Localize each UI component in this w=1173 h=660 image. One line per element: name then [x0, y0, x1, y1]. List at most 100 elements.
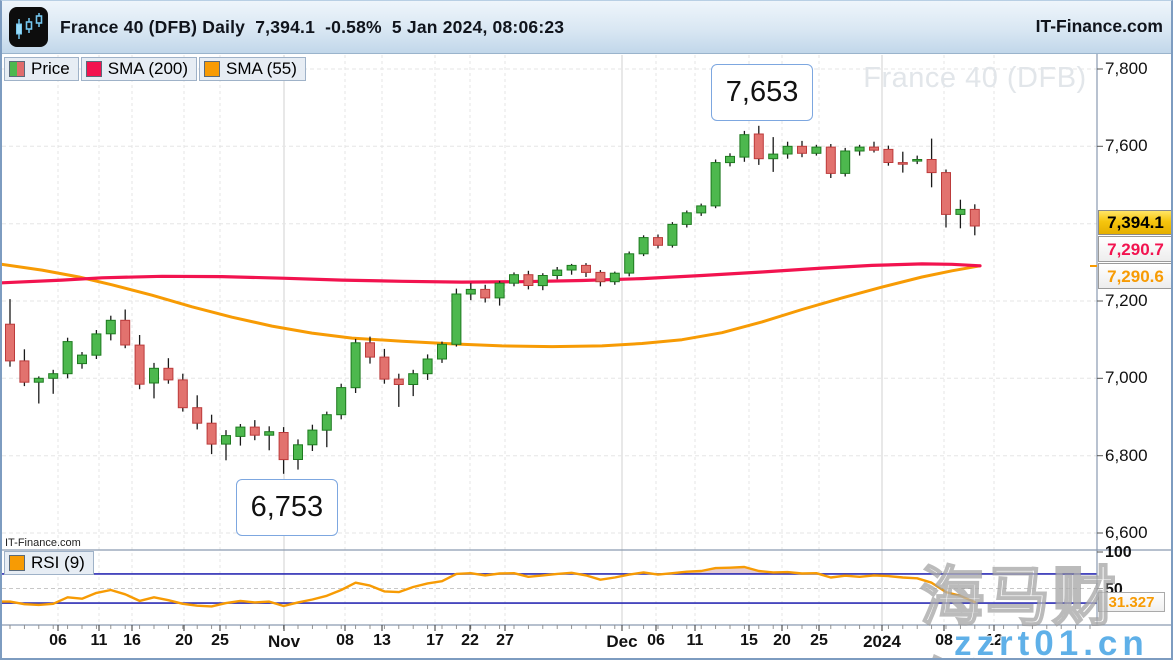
candle-body: [422, 358, 433, 375]
candle-body: [537, 275, 548, 287]
candle-body: [739, 134, 750, 158]
time-tick-label: 27: [496, 632, 514, 649]
candle-body: [77, 354, 87, 365]
candle-body: [393, 378, 404, 386]
candle-body: [149, 367, 159, 384]
candle-body: [725, 155, 735, 164]
price-swatch-icon: [9, 61, 25, 77]
candle-body: [710, 162, 721, 207]
legend-rsi-label: RSI (9): [31, 553, 85, 572]
chart-stage: France 40 (DFB) Price SMA (200) SMA (55)…: [2, 54, 1173, 660]
time-tick-label: 2024: [863, 632, 901, 651]
last-price-badge: 7,394.1: [1098, 210, 1171, 235]
candle-body: [293, 444, 303, 460]
rsi-line: [2, 565, 976, 608]
candle-body: [840, 150, 851, 174]
candle-body: [379, 356, 390, 380]
candle-body: [897, 162, 908, 165]
candle-body: [307, 429, 318, 446]
candle-body: [854, 146, 865, 152]
candle-body: [811, 146, 822, 154]
sma200-line: [2, 262, 982, 285]
price-tick-label: 6,800: [1105, 446, 1148, 465]
candle-body: [955, 208, 966, 215]
candle-body: [566, 264, 577, 271]
candle-body: [206, 422, 217, 445]
header-bar: France 40 (DFB) Daily 7,394.1 -0.58% 5 J…: [2, 1, 1171, 54]
candle-body: [163, 367, 174, 381]
chart-title: France 40 (DFB) Daily 7,394.1 -0.58% 5 J…: [60, 16, 565, 37]
chart-name-watermark: France 40 (DFB): [863, 62, 1087, 94]
time-tick-label: 22: [461, 632, 479, 649]
candle-body: [624, 253, 635, 274]
candle-body: [825, 146, 836, 174]
candle-body: [91, 333, 102, 356]
legend-sma55-label: SMA (55): [226, 59, 297, 78]
legend-price-label: Price: [31, 59, 70, 78]
legend-sma55-chip[interactable]: SMA (55): [199, 57, 306, 81]
rsi-swatch-icon: [9, 555, 25, 571]
candle-body: [509, 274, 519, 284]
candle-body: [552, 269, 563, 277]
time-tick-label: 17: [426, 632, 444, 649]
legend-rsi-chip[interactable]: RSI (9): [4, 551, 94, 575]
candle-body: [321, 414, 332, 431]
time-tick-label: 06: [49, 632, 67, 649]
time-tick-label: 16: [123, 632, 141, 649]
itfinance-small-watermark: IT-Finance.com: [5, 537, 81, 549]
sma200-swatch-icon: [85, 61, 102, 77]
candle-body: [494, 282, 505, 299]
price-rsi-plot[interactable]: [2, 54, 1173, 660]
candle-body: [120, 319, 131, 346]
candle-body: [696, 205, 707, 214]
candle-body: [365, 342, 375, 358]
candle-body: [62, 341, 73, 375]
candle-body: [869, 146, 879, 151]
sma55-swatch-icon: [204, 61, 221, 77]
annotation-low-label: 6,753: [235, 478, 339, 536]
legend-sma200-chip[interactable]: SMA (200): [80, 57, 198, 81]
time-tick-label: 15: [740, 632, 758, 649]
main-legend: Price SMA (200) SMA (55): [4, 57, 306, 81]
candle-body: [681, 212, 692, 225]
legend-sma200-label: SMA (200): [107, 59, 189, 78]
price-tick-label: 7,800: [1105, 59, 1148, 78]
candle-body: [753, 133, 764, 160]
candle-body: [797, 145, 807, 154]
price-tick-label: 7,000: [1105, 368, 1148, 387]
candle-body: [941, 172, 951, 215]
time-tick-label: Dec: [606, 632, 638, 651]
candle-body: [264, 431, 275, 436]
brand-label: IT-Finance.com: [1035, 16, 1163, 36]
time-tick-label: 25: [211, 632, 229, 649]
time-tick-label: 20: [175, 632, 193, 649]
sma55-line: [2, 262, 982, 349]
candle-body: [883, 148, 894, 164]
candle-body: [48, 373, 59, 379]
candle-body: [653, 237, 663, 246]
time-tick-label: 13: [373, 632, 391, 649]
legend-price-chip[interactable]: Price: [4, 57, 79, 81]
candle-body: [5, 323, 15, 362]
rsi-tick-label: 100: [1105, 544, 1132, 561]
candle-body: [278, 432, 289, 461]
candle-body: [480, 288, 491, 299]
candle-body: [249, 426, 260, 436]
candle-body: [667, 223, 678, 246]
candle-body: [134, 344, 145, 385]
time-tick-label: 08: [336, 632, 354, 649]
price-tick-label: 6,600: [1105, 523, 1148, 542]
candle-body: [595, 271, 606, 283]
candle-body: [350, 342, 361, 389]
candle-body: [336, 387, 347, 416]
annotation-high-label: 7,653: [710, 63, 814, 121]
candle-body: [912, 159, 923, 162]
time-tick-label: 08: [935, 632, 953, 649]
candle-body: [33, 377, 44, 383]
price-tick-label: 7,600: [1105, 136, 1148, 155]
candle-body: [19, 360, 30, 383]
candle-body: [465, 288, 476, 295]
sma55-value-badge: 7,290.6: [1098, 263, 1171, 289]
time-tick-label: 20: [773, 632, 791, 649]
